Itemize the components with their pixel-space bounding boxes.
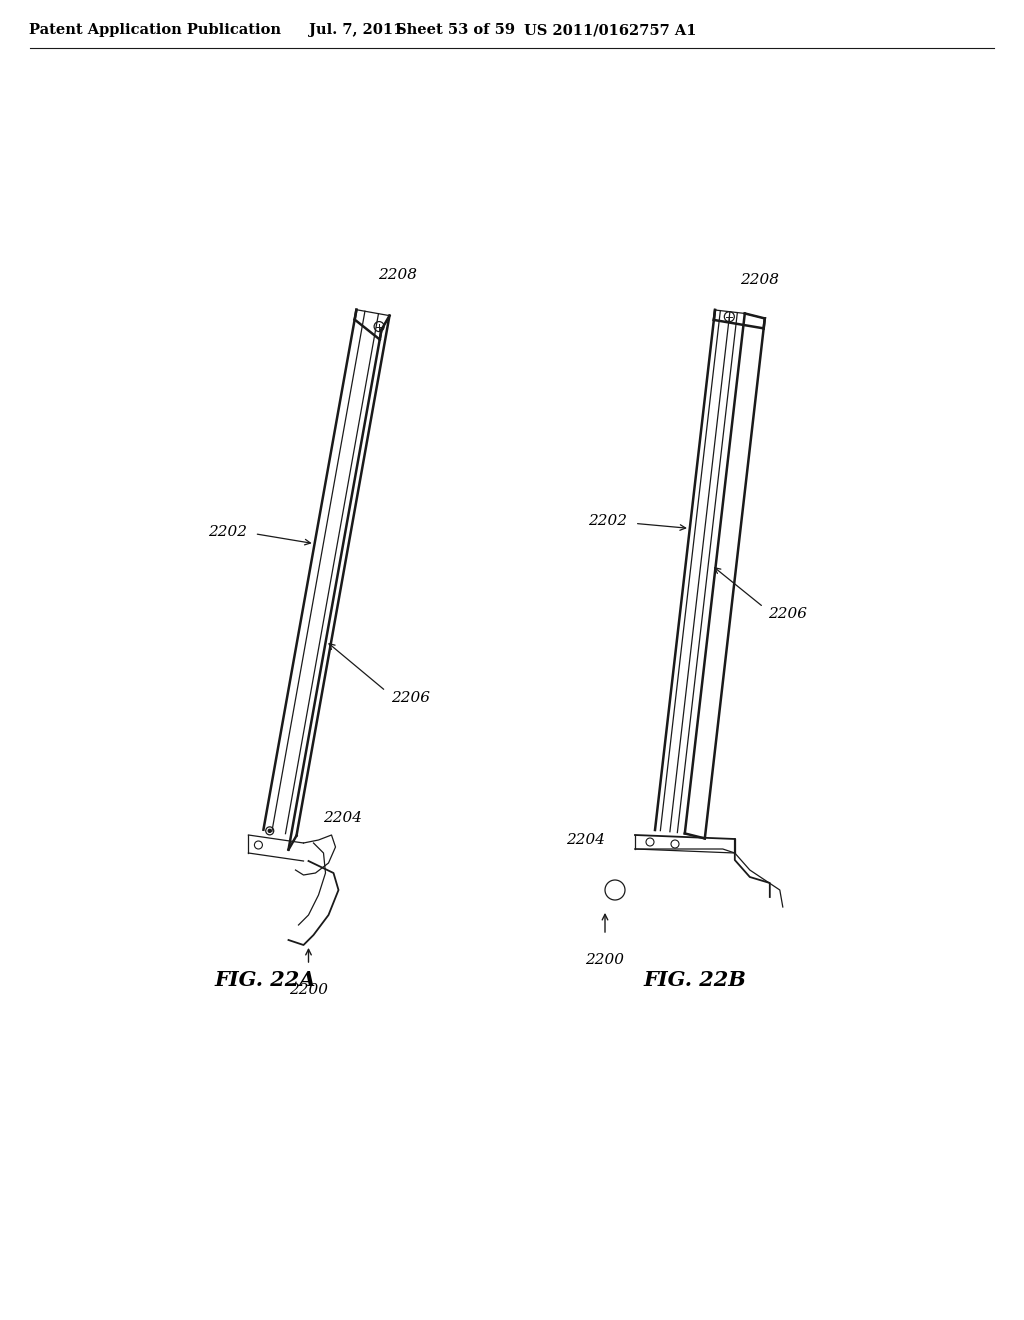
Text: 2204: 2204 (324, 810, 362, 825)
Text: Jul. 7, 2011: Jul. 7, 2011 (309, 22, 403, 37)
Text: 2206: 2206 (391, 692, 430, 705)
Text: Sheet 53 of 59: Sheet 53 of 59 (396, 22, 515, 37)
Text: 2200: 2200 (586, 953, 625, 968)
Text: Patent Application Publication: Patent Application Publication (29, 22, 281, 37)
Circle shape (268, 829, 271, 833)
Text: 2206: 2206 (769, 607, 808, 622)
Text: 2208: 2208 (378, 268, 417, 282)
Text: 2202: 2202 (208, 525, 247, 539)
Text: 2204: 2204 (566, 833, 605, 847)
Text: FIG. 22B: FIG. 22B (643, 970, 746, 990)
Text: US 2011/0162757 A1: US 2011/0162757 A1 (523, 22, 696, 37)
Text: 2208: 2208 (740, 273, 779, 286)
Text: FIG. 22A: FIG. 22A (214, 970, 315, 990)
Text: 2202: 2202 (588, 515, 627, 528)
Text: 2200: 2200 (289, 983, 328, 997)
